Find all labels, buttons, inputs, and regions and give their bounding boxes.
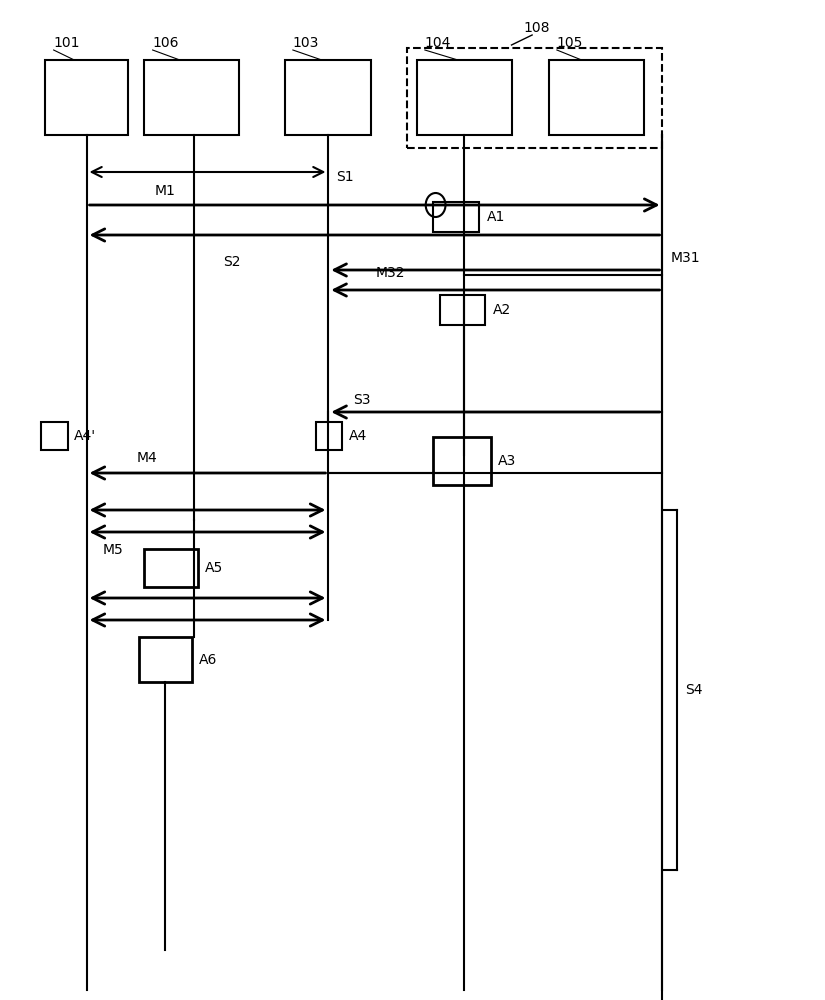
Bar xyxy=(144,549,198,587)
Text: M32: M32 xyxy=(375,266,405,280)
Text: 103: 103 xyxy=(293,36,319,50)
Text: 108: 108 xyxy=(524,21,550,35)
Bar xyxy=(407,48,662,148)
Bar xyxy=(139,637,192,682)
Text: A4': A4' xyxy=(74,429,97,443)
Text: S3: S3 xyxy=(353,393,370,407)
Bar xyxy=(316,422,342,450)
Text: M31: M31 xyxy=(671,251,700,265)
Text: M4: M4 xyxy=(136,451,157,465)
Text: 101: 101 xyxy=(54,36,80,50)
Bar xyxy=(144,60,239,135)
Text: S4: S4 xyxy=(685,683,702,697)
Text: M5: M5 xyxy=(103,543,124,557)
Text: S2: S2 xyxy=(223,255,240,269)
Bar xyxy=(45,60,128,135)
Bar xyxy=(433,437,491,485)
Text: M1: M1 xyxy=(154,184,176,198)
Text: A1: A1 xyxy=(487,210,505,224)
Text: A6: A6 xyxy=(199,652,217,666)
Text: 106: 106 xyxy=(153,36,179,50)
Text: A2: A2 xyxy=(493,303,512,317)
Text: 105: 105 xyxy=(557,36,583,50)
Text: S1: S1 xyxy=(337,170,354,184)
Bar xyxy=(285,60,371,135)
Text: A5: A5 xyxy=(205,561,223,575)
Text: A3: A3 xyxy=(497,454,516,468)
Bar xyxy=(440,295,485,325)
Bar xyxy=(433,202,478,232)
Text: A4: A4 xyxy=(349,429,367,443)
Bar xyxy=(417,60,512,135)
Text: 104: 104 xyxy=(425,36,451,50)
Bar xyxy=(549,60,644,135)
Bar xyxy=(41,422,68,450)
